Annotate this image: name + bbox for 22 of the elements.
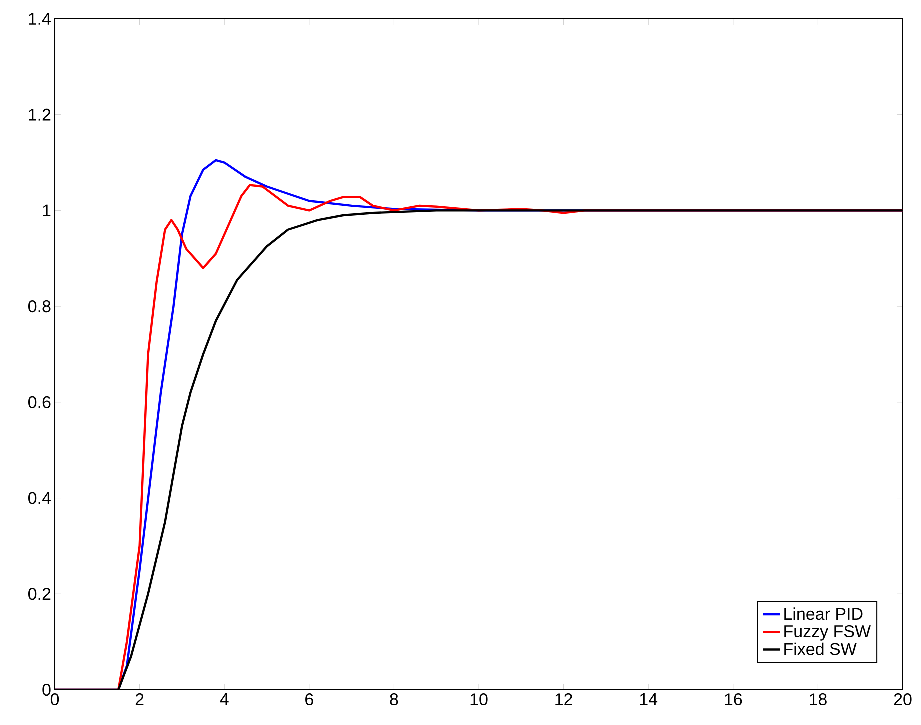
x-tick-label: 8 <box>390 694 398 706</box>
y-tick-label: 0 <box>42 684 51 696</box>
x-tick-label: 18 <box>810 694 827 706</box>
x-tick-label: 4 <box>220 694 229 706</box>
y-tick-label: 0.8 <box>28 300 51 313</box>
x-tick-label: 6 <box>306 694 314 706</box>
y-tick-label: 0.2 <box>28 588 51 600</box>
x-tick-label: 20 <box>894 694 912 706</box>
x-tick-label: 2 <box>136 694 144 706</box>
x-tick-label: 10 <box>470 694 488 706</box>
y-tick-label: 1.2 <box>29 108 51 121</box>
legend-label: Fixed SW <box>784 642 857 656</box>
y-tick-label: 0.4 <box>28 492 51 504</box>
x-tick-label: 0 <box>50 694 60 706</box>
legend-label: Linear PID <box>784 608 863 620</box>
y-tick-label: 0.6 <box>28 396 51 408</box>
x-tick-label: 16 <box>725 694 742 706</box>
legend-label: Fuzzy FSW <box>784 625 871 641</box>
x-tick-label: 14 <box>640 694 658 706</box>
y-tick-label: 1.4 <box>29 13 51 25</box>
x-tick-label: 12 <box>556 694 572 706</box>
y-tick-label: 1 <box>43 204 51 217</box>
